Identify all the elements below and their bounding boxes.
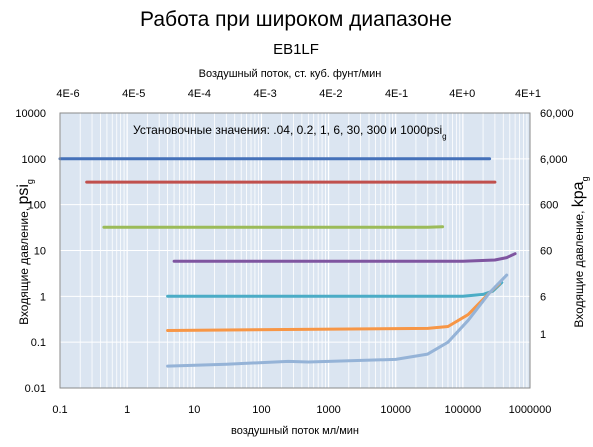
y-tick-label: 0.1 [31, 337, 46, 349]
x2-tick-label: 4E-1 [385, 88, 408, 100]
x-tick-label: 100000 [444, 404, 481, 416]
x2-tick-label: 4E+1 [515, 88, 541, 100]
y-right-title-text: Входящие давление, [572, 211, 586, 328]
x-tick-label: 1000000 [509, 404, 552, 416]
y-right-unit: kpa [570, 181, 587, 207]
x2-axis-ticks: 4E-6 4E-5 4E-4 4E-3 4E-2 4E-1 4E+0 4E+1 [56, 88, 541, 100]
annotation-sub: g [442, 132, 446, 141]
y-tick-label: 0.01 [25, 383, 46, 395]
chart-title: Работа при широком диапазоне [140, 8, 452, 31]
y2-tick-label: 1 [540, 329, 546, 341]
x-tick-label: 100 [252, 404, 270, 416]
y-tick-label: 10 [34, 246, 46, 258]
annotation: Установочные значения: .04, 0.2, 1, 6, 3… [133, 123, 447, 141]
y2-tick-label: 600 [540, 200, 558, 212]
y-axis-title-right: Входящие давление, kpag [570, 176, 590, 327]
annotation-text: Установочные значения: .04, 0.2, 1, 6, 3… [133, 123, 442, 137]
x-tick-label: 1000 [316, 404, 340, 416]
x-tick-label: 10000 [380, 404, 411, 416]
x2-tick-label: 4E-2 [319, 88, 342, 100]
series-line-7 [166, 273, 509, 368]
y-left-unit: psi [15, 184, 32, 204]
y-tick-label: 1 [40, 291, 46, 303]
x2-tick-label: 4E+0 [449, 88, 475, 100]
x2-tick-label: 4E-6 [56, 88, 79, 100]
y2-tick-label: 6 [540, 291, 546, 303]
x-axis-ticks: 0.1 1 10 100 1000 10000 100000 1000000 [52, 404, 551, 416]
y-right-sub: g [580, 176, 590, 181]
y-axis-title-left: Входящие давление, psig [15, 179, 35, 325]
y-tick-label: 10000 [15, 108, 46, 120]
x2-tick-label: 4E-4 [188, 88, 211, 100]
series-line-3 [102, 225, 445, 229]
y-tick-label: 1000 [22, 154, 46, 166]
series-layer [58, 157, 517, 368]
y2-tick-label: 60,000 [540, 108, 574, 120]
y-left-sub: g [25, 179, 35, 184]
chart-subtitle: EB1LF [273, 41, 319, 58]
y-left-title-text: Входящие давление, [17, 208, 31, 325]
x2-axis-title: Воздушный поток, ст. куб. фунт/мин [199, 68, 382, 80]
x2-tick-label: 4E-5 [122, 88, 145, 100]
y2-axis-ticks: 60,000 6,000 600 60 6 1 [540, 108, 574, 341]
x-tick-label: 0.1 [52, 404, 67, 416]
x-tick-label: 10 [188, 404, 200, 416]
y-tick-label: 100 [28, 200, 46, 212]
x-axis-title: воздушный поток мл/мин [231, 425, 359, 437]
series-line-4 [172, 252, 517, 263]
y2-tick-label: 6,000 [540, 154, 568, 166]
y2-tick-label: 60 [540, 246, 552, 258]
x2-tick-label: 4E-3 [254, 88, 277, 100]
x-tick-label: 1 [124, 404, 130, 416]
plot-border [59, 112, 531, 389]
y-axis-ticks: 0.01 0.1 1 10 100 1000 10000 [15, 108, 46, 395]
